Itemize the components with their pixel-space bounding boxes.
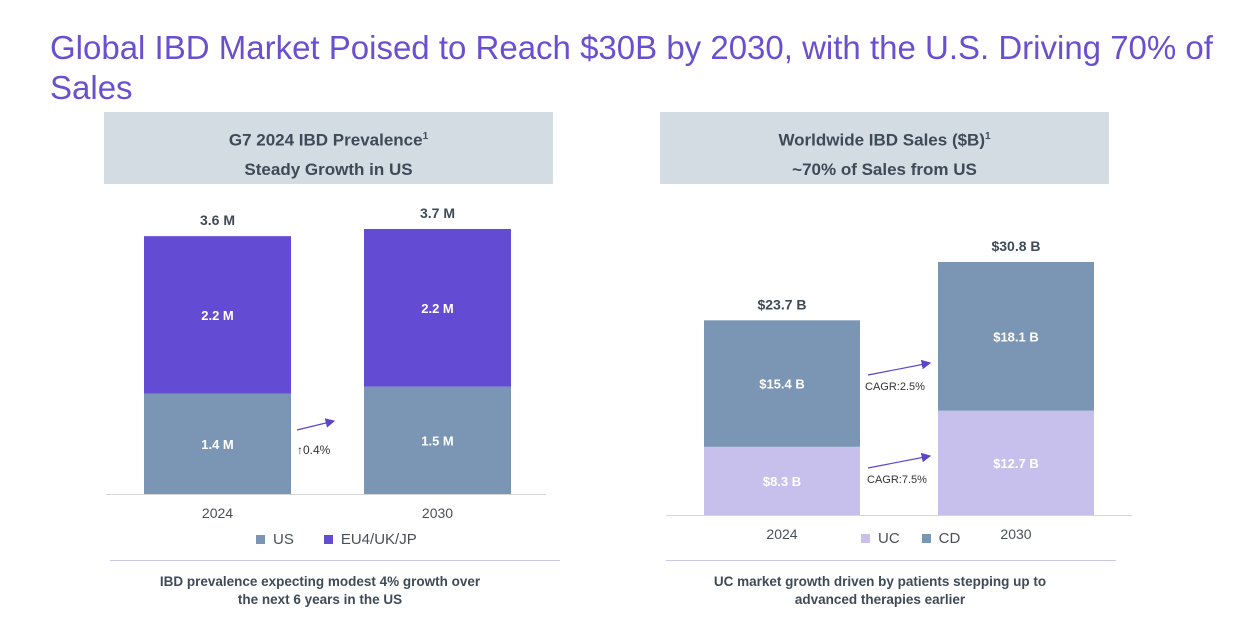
left-growth-arrow xyxy=(296,418,336,431)
legend-label-us: US xyxy=(273,531,294,548)
right-separator xyxy=(666,560,1116,561)
right-category-label: 2030 xyxy=(1000,526,1031,542)
legend-swatch-cd xyxy=(921,534,931,543)
legend-swatch-uc xyxy=(861,534,870,543)
right-header-line2: ~70% of Sales from US xyxy=(792,159,977,179)
left-header-line2: Steady Growth in US xyxy=(244,159,413,179)
left-chart: 1.4 M 2.2 M 3.6 M 2024 1.5 M 2.2 M 3.7 M 2030 xyxy=(106,205,546,521)
left-total-label: 3.7 M xyxy=(420,205,455,221)
right-caption-line1: UC market growth driven by patients step… xyxy=(713,574,1047,589)
left-caption: IBD prevalence expecting modest 4% growt… xyxy=(110,573,530,609)
right-caption: UC market growth driven by patients step… xyxy=(680,573,1080,609)
right-bar-cd-2024 xyxy=(704,320,860,447)
left-header-footnote: 1 xyxy=(422,131,429,142)
left-category-label: 2030 xyxy=(422,505,453,521)
right-bar-uc-2024 xyxy=(704,446,860,515)
right-bar-cd-2030 xyxy=(938,262,1094,411)
left-panel-header: G7 2024 IBD Prevalence1 Steady Growth in… xyxy=(104,112,553,184)
left-data-label: 1.5 M xyxy=(421,433,454,448)
cd-cagr-arrow xyxy=(867,359,932,376)
right-chart: $8.3 B $15.4 B $23.7 B 2024 $12.7 B $18.1 B $3… xyxy=(666,238,1132,542)
right-category-label: 2024 xyxy=(766,526,797,542)
left-bar-eu4-uk-jp-2024 xyxy=(144,236,291,394)
left-total-label: 3.6 M xyxy=(200,212,235,228)
left-bar-us-2024 xyxy=(144,393,291,494)
left-data-label: 1.4 M xyxy=(201,437,234,452)
left-header-line1: G7 2024 IBD Prevalence xyxy=(228,130,423,150)
left-separator xyxy=(110,560,560,561)
left-legend: US EU4/UK/JP xyxy=(256,531,417,548)
uc-cagr-arrow xyxy=(867,452,932,469)
right-total-label: $23.7 B xyxy=(757,296,806,312)
left-caption-line1: IBD prevalence expecting modest 4% growt… xyxy=(159,574,481,589)
left-category-label: 2024 xyxy=(202,505,233,521)
left-caption-line2: the next 6 years in the US xyxy=(237,592,403,607)
right-header-footnote: 1 xyxy=(985,131,991,142)
left-bar-us-2030 xyxy=(364,386,511,494)
left-bar-eu4-uk-jp-2030 xyxy=(364,229,511,387)
right-legend: UC CD xyxy=(861,530,960,547)
right-header-line1: Worldwide IBD Sales ($B) xyxy=(778,130,985,150)
legend-label-eu4: EU4/UK/JP xyxy=(340,531,417,548)
right-data-label: $18.1 B xyxy=(993,329,1039,344)
legend-label-uc: UC xyxy=(878,530,900,547)
left-data-label: 2.2 M xyxy=(421,301,454,316)
right-caption-line2: advanced therapies earlier xyxy=(794,592,966,607)
page-title: Global IBD Market Poised to Reach $30B b… xyxy=(50,29,1213,106)
right-panel-header: Worldwide IBD Sales ($B)1 ~70% of Sales … xyxy=(660,112,1109,184)
right-data-label: $15.4 B xyxy=(759,377,805,392)
cd-cagr-label: CAGR:2.5% xyxy=(865,381,925,393)
legend-label-cd: CD xyxy=(938,530,961,547)
legend-swatch-us xyxy=(256,535,265,544)
right-total-label: $30.8 B xyxy=(991,238,1040,254)
left-data-label: 2.2 M xyxy=(201,308,234,323)
right-data-label: $8.3 B xyxy=(763,474,801,489)
left-growth-label: ↑0.4% xyxy=(297,443,331,457)
right-bar-uc-2030 xyxy=(938,410,1094,515)
uc-cagr-label: CAGR:7.5% xyxy=(867,474,927,486)
right-data-label: $12.7 B xyxy=(993,456,1039,471)
legend-swatch-eu4 xyxy=(323,535,333,544)
